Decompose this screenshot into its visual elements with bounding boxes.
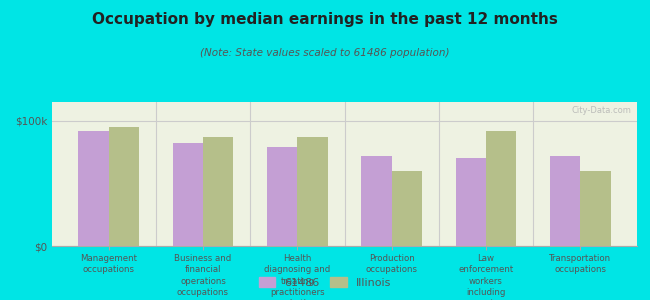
- Bar: [297, 137, 328, 246]
- Text: City-Data.com: City-Data.com: [571, 106, 631, 115]
- Bar: [392, 171, 422, 246]
- Bar: [79, 131, 109, 246]
- Bar: [109, 127, 139, 246]
- Bar: [550, 156, 580, 246]
- Bar: [580, 171, 610, 246]
- Bar: [456, 158, 486, 246]
- Bar: [267, 147, 297, 246]
- Bar: [173, 143, 203, 246]
- Text: (Note: State values scaled to 61486 population): (Note: State values scaled to 61486 popu…: [200, 48, 450, 58]
- Bar: [203, 137, 233, 246]
- Legend: 61486, Illinois: 61486, Illinois: [255, 274, 395, 291]
- Bar: [486, 131, 516, 246]
- Text: Occupation by median earnings in the past 12 months: Occupation by median earnings in the pas…: [92, 12, 558, 27]
- Bar: [361, 156, 392, 246]
